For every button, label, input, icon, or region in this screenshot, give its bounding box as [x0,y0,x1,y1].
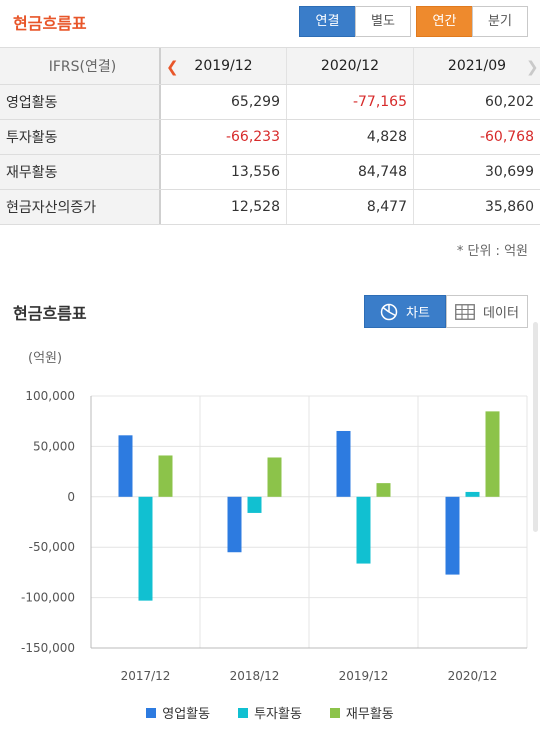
unit-note: * 단위 : 억원 [456,244,528,259]
y-tick-label: -100,000 [21,591,75,605]
x-tick-label: 2017/12 [121,669,171,683]
table-cell: 12,528 [161,190,287,224]
bar [356,496,371,564]
chart-legend: 영업활동 투자활동 재무활동 [0,703,540,722]
chevron-right-icon[interactable]: ❯ [526,58,539,76]
x-tick-label: 2018/12 [230,669,280,683]
bar [227,496,242,553]
legend-item-financing[interactable]: 재무활동 [329,703,394,722]
page-title: 현금흐름표 [13,14,87,33]
consolidated-toggle[interactable]: 연결 [299,6,356,37]
bar [485,411,500,497]
cash-flow-chart: (억원) 100,000 50,000 0 -50,000 -100,000 -150,00… [21,351,528,683]
legend-label: 영업활동 [162,707,211,722]
table-cell: 84,748 [287,155,414,189]
x-tick-label: 2019/12 [339,669,389,683]
legend-label: 재무활동 [345,707,394,722]
table-row: 재무활동 13,556 84,748 30,699 [0,155,540,190]
table-cell: -66,233 [161,120,287,154]
table-cell: -77,165 [287,85,414,119]
data-view-button[interactable]: 데이터 [446,295,528,328]
y-tick-label: 100,000 [25,389,75,403]
legend-swatch [146,707,157,718]
bar [158,455,173,497]
table-row: 현금자산의증가 12,528 8,477 35,860 [0,190,540,225]
bar [138,496,153,601]
row-label: 투자활동 [0,120,161,154]
pie-chart-icon [380,303,398,320]
table-cell: 8,477 [287,190,414,224]
y-tick-label: -50,000 [29,540,75,554]
period-header: 2020/12 [287,48,414,84]
separate-toggle[interactable]: 별도 [355,6,411,37]
period-header: 2021/09 [447,58,507,74]
x-tick-label: 2020/12 [448,669,498,683]
table-cell: 35,860 [485,199,534,215]
legend-label: 투자활동 [254,707,302,722]
table-grid-icon [455,303,475,320]
bar [118,435,133,497]
bar [247,496,262,513]
table-row: 투자활동 -66,233 4,828 -60,768 [0,120,540,155]
table-cell: 4,828 [287,120,414,154]
scrollbar[interactable] [533,322,538,532]
bar [267,457,282,497]
bar [445,496,460,575]
bar [465,491,480,497]
y-tick-label: 50,000 [33,439,75,453]
chevron-left-icon[interactable]: ❮ [166,58,179,76]
chart-section-title: 현금흐름표 [13,304,87,323]
chart-view-label: 차트 [406,306,430,321]
table-cell: -60,768 [479,129,534,145]
table-header-row: IFRS(연결) 2019/12 2020/12 2021/09 ❮ ❯ [0,47,540,85]
table-cell: 30,699 [485,164,534,180]
legend-item-investing[interactable]: 투자활동 [238,703,302,722]
y-tick-label: -150,000 [21,641,75,655]
legend-swatch [238,707,249,718]
bar [336,430,351,497]
bar [376,483,391,497]
legend-swatch [329,707,340,718]
data-view-label: 데이터 [483,306,519,321]
quarter-toggle[interactable]: 분기 [472,6,528,37]
table-corner-label: IFRS(연결) [0,48,161,84]
chart-view-button[interactable]: 차트 [364,295,446,328]
y-tick-label: 0 [67,490,75,504]
table-row: 영업활동 65,299 -77,165 60,202 [0,85,540,120]
row-label: 영업활동 [0,85,161,119]
period-header: 2019/12 [161,48,287,84]
table-cell: 65,299 [161,85,287,119]
table-cell: 13,556 [161,155,287,189]
y-unit-label: (억원) [28,351,62,366]
top-header: 현금흐름표 연결 별도 연간 분기 [0,0,540,40]
legend-item-operating[interactable]: 영업활동 [146,703,210,722]
table-cell: 60,202 [485,94,534,110]
annual-toggle[interactable]: 연간 [416,6,473,37]
row-label: 현금자산의증가 [0,190,161,224]
row-label: 재무활동 [0,155,161,189]
